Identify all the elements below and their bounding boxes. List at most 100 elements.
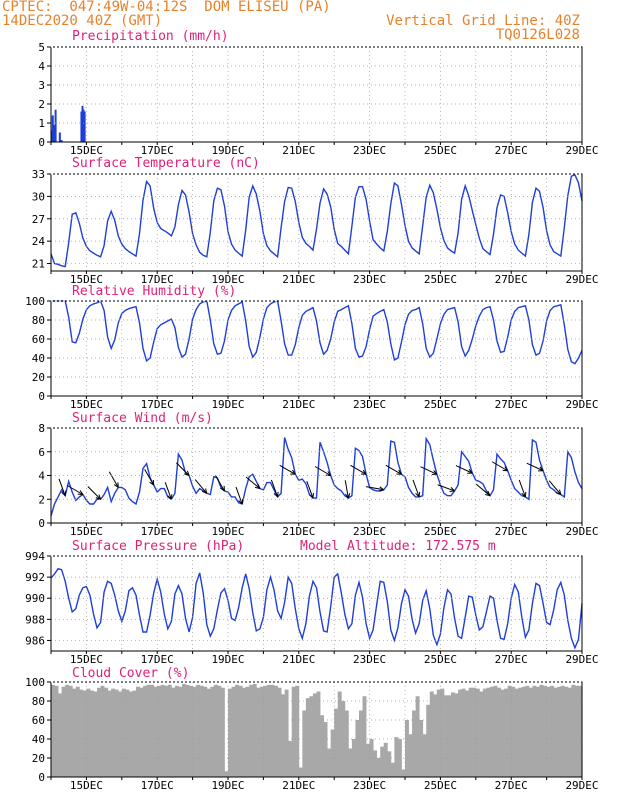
y-tick-label: 27 [32, 213, 45, 226]
wind-arrow-head [220, 485, 225, 492]
cloud-cover-bar [373, 750, 378, 777]
cloud-cover-bar [125, 689, 130, 777]
y-tick-label: 2 [38, 98, 45, 111]
temperature-frame [50, 173, 583, 272]
cloud-cover-bar [100, 685, 105, 777]
x-tick-label: 29DEC [565, 144, 598, 157]
cloud-cover-bar [189, 685, 193, 777]
cloud-cover-bar [571, 684, 576, 777]
chart-header: CPTEC: 047:49W-04:12S DOM ELISEU (PA) 14… [0, 0, 618, 44]
cloud-cover-bar [528, 687, 533, 777]
wind-arrow-head [345, 493, 351, 499]
precip-bar [50, 130, 53, 142]
cloud-cover-bar [401, 769, 406, 777]
humidity-panel: 0 20 40 60 80 100 15DEC 17DEC 19DEC 21DEC 23DEC 25D… [25, 284, 598, 411]
cloud-cover-bar [514, 688, 519, 777]
cloud-cover-bar [305, 698, 310, 777]
cloud-cover-bar [479, 691, 484, 777]
y-tick-label: 0 [38, 136, 45, 149]
wind-arrow-head [325, 471, 332, 476]
y-tick-label: 994 [25, 550, 45, 563]
wind-line [50, 436, 583, 517]
wind-arrow-head [309, 493, 314, 499]
y-tick-label: 5 [38, 41, 45, 54]
cloud-cover-bar [454, 693, 459, 777]
wind-arrow-head [521, 491, 527, 498]
x-tick-label: 19DEC [211, 779, 244, 792]
precip-bar [53, 124, 56, 142]
wind-arrow [365, 486, 384, 491]
cloud-cover-bar [376, 758, 381, 777]
cloud-cover-bar [121, 688, 126, 777]
cloud-cover-bar [567, 687, 572, 777]
wind-arrow-head [167, 494, 173, 500]
cloud-cover-bar [256, 687, 261, 777]
cloud-cover-bar [415, 696, 420, 777]
x-tick-label: 23DEC [353, 525, 386, 538]
wind-arrow [548, 480, 562, 495]
x-tick-label: 19DEC [211, 273, 244, 286]
x-tick-label: 21DEC [282, 525, 315, 538]
x-tick-label: 17DEC [141, 779, 174, 792]
cloud-cover-bar [564, 686, 569, 777]
cloud-cover-bar [132, 690, 137, 777]
cloud-cover-bar [242, 687, 247, 777]
cloud-cover-bar [65, 684, 70, 777]
wind-title: Surface Wind (m/s) [72, 411, 213, 426]
pressure-frame [50, 555, 583, 652]
cloud-cover-bar [192, 686, 197, 777]
pressure-title: Surface Pressure (hPa) [72, 539, 244, 554]
cloud-cover-bar [181, 683, 186, 777]
wind-arrow-head [415, 491, 421, 498]
wind-arrow-head [555, 489, 562, 495]
wind-arrow [518, 479, 526, 498]
temperature-panel: 21 24 27 30 33 15DEC 17DEC 19DEC 21DEC 23DEC 25DEC… [32, 156, 599, 286]
cloud-cover-bar [500, 689, 505, 777]
cloud-cover-bar [128, 691, 133, 777]
cloud-cover-bar [196, 684, 201, 777]
y-tick-label: 21 [32, 258, 45, 271]
y-tick-label: 986 [25, 634, 45, 647]
wind-arrow [279, 464, 296, 475]
cloud-cover-bar [383, 742, 388, 777]
cloud-cover-bar [61, 686, 66, 777]
cloud-title: Cloud Cover (%) [72, 666, 189, 681]
cloud-cover-bar [390, 762, 395, 777]
cloud-cover-bar [224, 771, 229, 777]
cloud-cover-bar [114, 689, 119, 777]
cloud-cover-bar [82, 690, 87, 777]
cloud-cover-bar [323, 721, 328, 777]
cloud-cover-bar [150, 684, 155, 777]
cloud-cover-bar [504, 688, 509, 777]
x-tick-label: 21DEC [282, 144, 315, 157]
vertical-grid-note: Vertical Grid Line: 40Z [386, 13, 580, 29]
wind-arrow-head [378, 486, 385, 492]
y-tick-label: 20 [32, 371, 45, 384]
x-tick-label: 15DEC [70, 779, 103, 792]
cloud-cover-bar [546, 686, 551, 777]
wind-arrow-head [361, 469, 367, 475]
wind-arrow-head [290, 469, 296, 475]
cloud-cover-bar [89, 690, 94, 777]
wind-arrow-head [149, 479, 155, 486]
wind-arrow [455, 465, 473, 474]
y-tick-label: 992 [25, 571, 45, 584]
y-tick-label: 30 [32, 190, 45, 203]
cloud-cover-bar [274, 685, 278, 777]
cloud-cover-bar [210, 686, 215, 777]
cloud-cover-bar [199, 685, 204, 777]
cloud-cover-bar [405, 720, 409, 777]
cloud-cover-bar [366, 743, 370, 777]
cloud-cover-bar [419, 720, 424, 777]
x-tick-label: 27DEC [495, 525, 528, 538]
wind-arrow [350, 464, 367, 475]
wind-arrow [491, 461, 508, 472]
cloud-cover-bar [362, 696, 367, 777]
cloud-cover-bar [472, 687, 477, 777]
cloud-cover-bar [185, 684, 190, 777]
precip-bar [51, 115, 54, 142]
x-tick-label: 25DEC [424, 525, 457, 538]
cloud-cover-bar [358, 710, 363, 777]
cloud-cover-bar [146, 684, 151, 777]
